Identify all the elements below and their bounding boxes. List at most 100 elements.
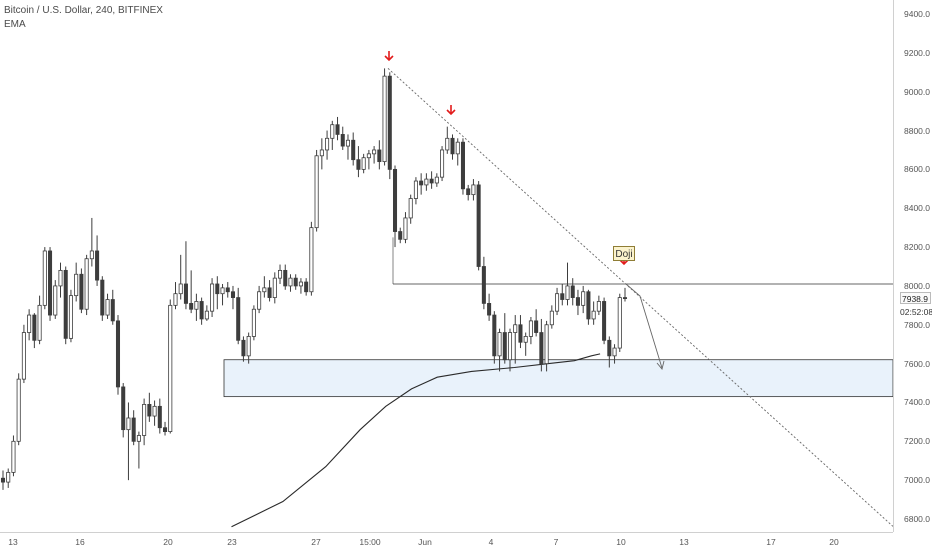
candle <box>534 309 539 337</box>
candle-body-up <box>325 137 330 151</box>
candle <box>434 173 439 187</box>
x-tick-label: 23 <box>227 537 237 547</box>
candle-body-up <box>612 347 617 357</box>
candle <box>351 132 356 166</box>
candle <box>210 278 215 317</box>
candle <box>450 134 455 160</box>
candle <box>173 282 178 310</box>
candle-body-down <box>419 180 424 186</box>
candle-body-down <box>356 159 361 170</box>
candle-body-up <box>555 293 560 312</box>
candle <box>32 313 37 349</box>
y-tick-label: 7000.0 <box>904 475 930 486</box>
support-zone[interactable] <box>223 359 894 398</box>
candle-body-down <box>163 427 168 432</box>
candle-body-up <box>445 137 450 151</box>
candle <box>267 280 272 302</box>
candle <box>497 328 502 372</box>
projection-arrow[interactable] <box>625 283 665 370</box>
candle-body-down <box>492 314 497 357</box>
candle-body-down <box>0 477 6 483</box>
candle <box>377 140 382 170</box>
candle <box>168 299 173 434</box>
symbol-title: Bitcoin / U.S. Dollar, 240, BITFINEX <box>4 5 163 16</box>
projection-head <box>656 360 665 370</box>
candle-body-down <box>79 273 84 310</box>
y-tick-label: 7200.0 <box>904 436 930 447</box>
y-tick-label: 8600.0 <box>904 164 930 175</box>
x-tick-label: 17 <box>766 537 776 547</box>
candle <box>460 138 465 195</box>
arrow-head <box>446 109 456 116</box>
candle-body-up <box>210 283 215 312</box>
candle-body-down <box>241 339 246 357</box>
x-tick-label: 4 <box>488 537 494 547</box>
candles-group <box>0 68 628 490</box>
y-tick-label: 9400.0 <box>904 9 930 19</box>
x-tick-label: 20 <box>163 537 173 547</box>
candle <box>555 287 560 316</box>
candle <box>528 317 533 345</box>
candle <box>293 274 298 290</box>
x-tick-label: 16 <box>75 537 85 547</box>
candle-body-up <box>262 287 267 293</box>
candle <box>596 295 601 316</box>
candle <box>100 276 105 321</box>
candle-body-down <box>460 141 465 190</box>
candle <box>314 149 319 232</box>
candle <box>366 149 371 170</box>
candle <box>523 332 528 356</box>
x-tick-label: 10 <box>616 537 626 547</box>
candle <box>440 146 445 182</box>
candle <box>298 278 303 294</box>
candle-body-down <box>147 404 152 417</box>
candle <box>157 398 162 434</box>
candle-body-up <box>319 149 324 157</box>
time-axis[interactable]: 13 16 20 23 27 15:00 Jun 4 7 10 13 17 20 <box>0 532 893 551</box>
candle <box>11 435 16 477</box>
candle-body-up <box>513 324 518 333</box>
x-tick-label: 20 <box>829 537 839 547</box>
candle <box>288 274 293 292</box>
candle-body-down <box>377 149 382 163</box>
candle <box>372 146 377 164</box>
candle <box>68 289 73 343</box>
candle <box>27 309 32 341</box>
candle <box>560 283 565 306</box>
candle-body-down <box>63 269 68 339</box>
candle <box>325 130 330 160</box>
candle-body-up <box>288 277 293 287</box>
candle-body-up <box>413 180 418 199</box>
candle-body-down <box>398 231 403 240</box>
price-axis[interactable]: 6800.0 7000.0 7200.0 7400.0 7600.0 7800.0 8000… <box>893 0 932 532</box>
candle-body-up <box>142 404 147 436</box>
candle <box>0 470 6 490</box>
candle <box>398 227 403 244</box>
candle-body-down <box>236 297 241 341</box>
candle-body-up <box>152 405 157 417</box>
candle-body-down <box>335 124 340 135</box>
candle-body-up <box>220 287 225 295</box>
candle <box>408 194 413 224</box>
candle <box>142 398 147 446</box>
candle <box>518 315 523 349</box>
x-tick-label: 13 <box>679 537 689 547</box>
candle-body-up <box>27 314 32 333</box>
candle <box>445 126 450 154</box>
candle-body-down <box>215 283 220 295</box>
candle-body-up <box>58 269 63 287</box>
doji-label[interactable]: Doji <box>613 246 635 261</box>
candle-body-up <box>84 258 89 310</box>
candle <box>126 402 131 481</box>
candle-body-up <box>549 310 554 326</box>
candle-body-up <box>361 157 366 170</box>
candle <box>183 241 188 310</box>
candle-body-up <box>372 149 377 155</box>
candle-body-down <box>575 297 580 306</box>
candle-body-up <box>105 299 110 316</box>
candle-body-up <box>298 281 303 287</box>
candle-body-up <box>89 250 94 260</box>
candle <box>330 120 335 150</box>
candle <box>455 138 460 166</box>
